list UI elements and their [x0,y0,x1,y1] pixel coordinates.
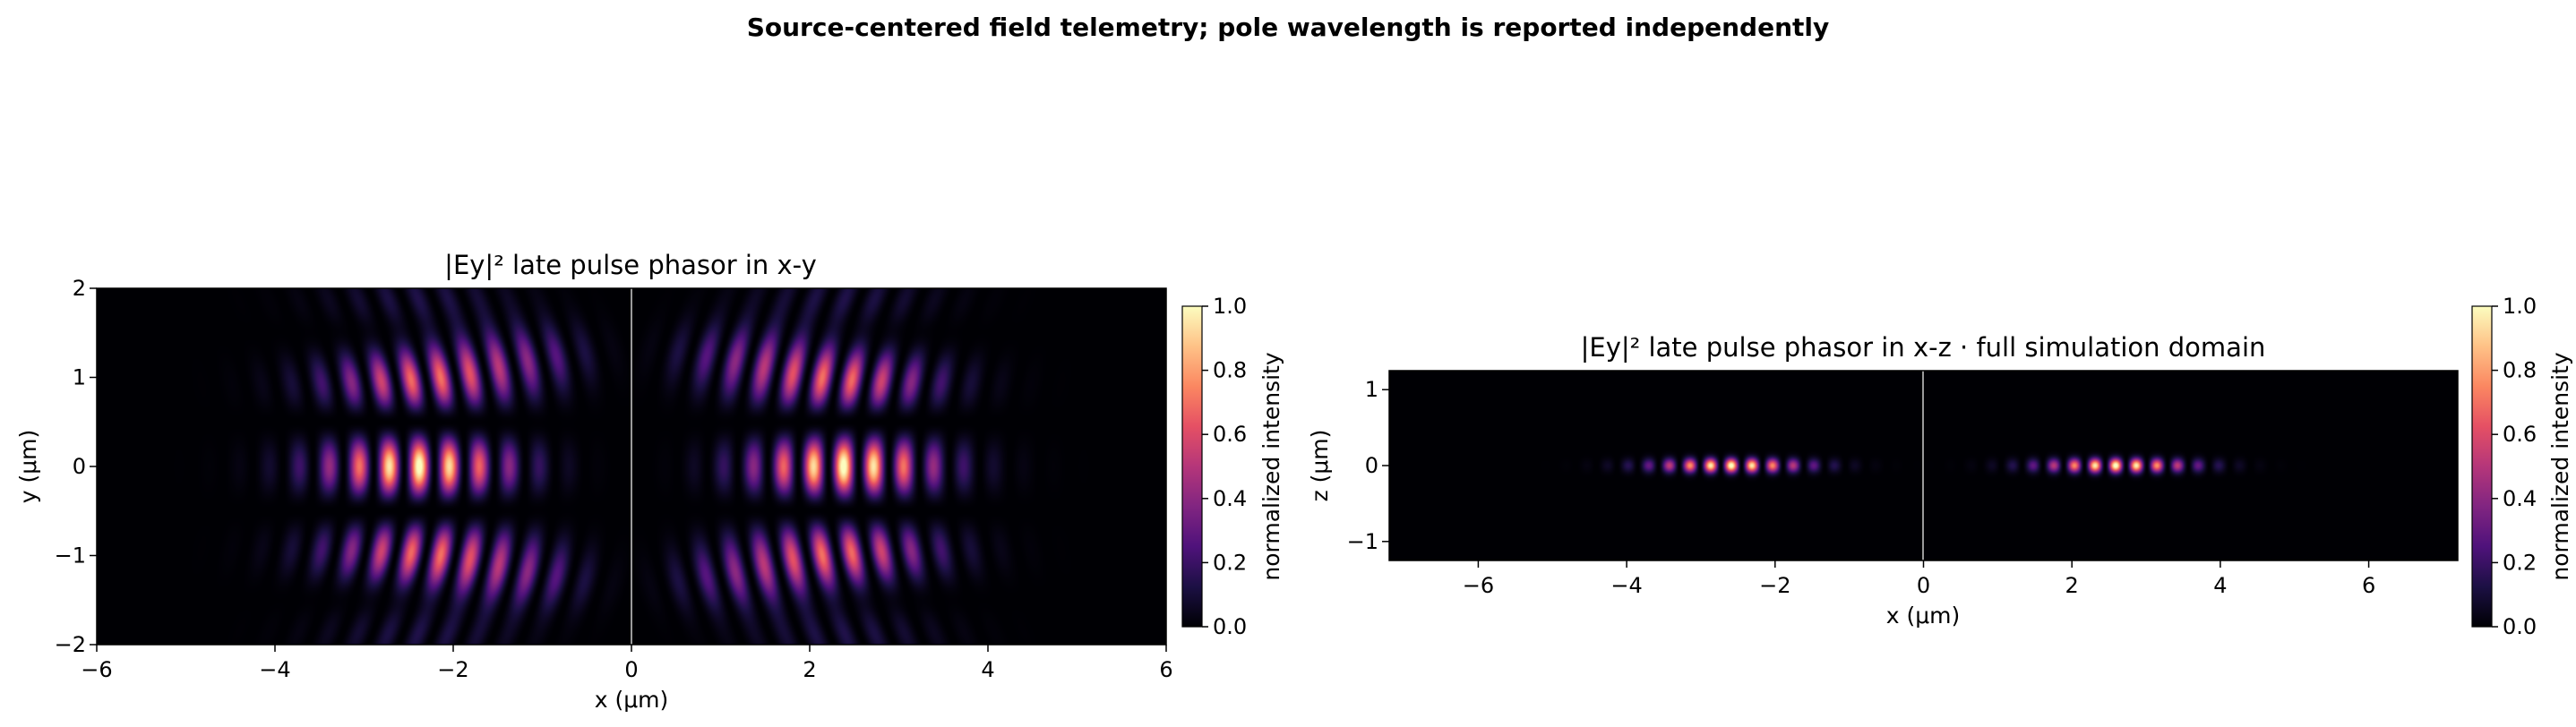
panel-xz-ytick-label: −1 [1347,529,1378,554]
panel-xz-colorbar-ticks: 0.0 0.2 0.4 0.6 0.8 1.0 [2492,294,2537,639]
panel-xz-cbtick-label: 0.8 [2503,358,2537,383]
panel-xy-xtick-label: −6 [81,657,112,682]
panel-xy-ytick-label: −2 [55,632,86,657]
panel-xz-cbtick-label: 0.4 [2503,486,2537,511]
panel-xz-xtick-label: −2 [1759,573,1790,598]
panel-xy-xtick-label: 4 [981,657,994,682]
panel-xz-ylabel: z (μm) [1307,430,1333,502]
panel-xy: |Ey|² late pulse phasor in x-y −6 −4 −2 0 2 4… [15,250,1284,713]
panel-xz-title: |Ey|² late pulse phasor in x-z · full si… [1581,332,2266,363]
panel-xy-ytick-label: 2 [73,276,86,301]
panel-xz-xtick-label: 4 [2213,573,2227,598]
panel-xz-xtick-label: 6 [2362,573,2375,598]
panel-xy-xlabel: x (μm) [595,687,669,713]
panel-xz-cbtick-label: 0.0 [2503,614,2537,639]
panel-xy-xtick-label: 0 [624,657,638,682]
panel-xz-colorbar-label: normalized intensity [2547,352,2573,580]
panel-xz-ytick-label: 1 [1365,377,1378,402]
panel-xy-xtick-label: 2 [803,657,816,682]
panel-xy-xtick-label: −4 [259,657,290,682]
panel-xz-xtick-label: −6 [1463,573,1494,598]
panel-xy-colorbar-ticks: 0.0 0.2 0.4 0.6 0.8 1.0 [1202,294,1247,639]
panel-xy-title: |Ey|² late pulse phasor in x-y [444,250,817,280]
panel-xy-colorbar [1181,305,1203,628]
panel-xz-xtick-label: −4 [1610,573,1642,598]
panel-xz-colorbar [2471,305,2493,628]
panel-xz-cbtick-label: 0.2 [2503,550,2537,575]
panel-xy-cbtick-label: 0.0 [1213,614,1247,639]
panel-xy-cbtick-label: 0.2 [1213,550,1247,575]
panel-xy-cbtick-label: 0.4 [1213,486,1247,511]
panel-xz-cbtick-label: 0.6 [2503,422,2537,447]
panel-xz-xtick-label: 2 [2065,573,2079,598]
panel-xy-ytick-label: 1 [73,365,86,390]
panel-xy-xtick-label: 6 [1159,657,1172,682]
panel-xy-ytick-label: −1 [55,543,86,569]
panel-xy-ylabel: y (μm) [15,430,41,504]
panel-xz-xtick-label: 0 [1917,573,1930,598]
panel-xz-ticks: −6 −4 −2 0 2 4 6 −1 0 1 [1347,377,2376,598]
panel-xy-ticks: −6 −4 −2 0 2 4 6 −2 −1 0 1 2 [55,276,1173,682]
panel-xy-ytick-label: 0 [73,454,86,479]
panel-xy-cbtick-label: 0.8 [1213,358,1247,383]
panel-xz-ytick-label: 0 [1365,453,1378,478]
panel-xz-xlabel: x (μm) [1886,603,1961,629]
panel-xy-colorbar-label: normalized intensity [1258,352,1284,580]
panel-xy-xtick-label: −2 [437,657,468,682]
panel-xy-cbtick-label: 0.6 [1213,422,1247,447]
panel-xy-cbtick-label: 1.0 [1213,294,1247,319]
panel-xz: |Ey|² late pulse phasor in x-z · full si… [1307,294,2573,639]
panel-xz-cbtick-label: 1.0 [2503,294,2537,319]
figure-suptitle: Source-centered field telemetry; pole wa… [747,13,1830,42]
